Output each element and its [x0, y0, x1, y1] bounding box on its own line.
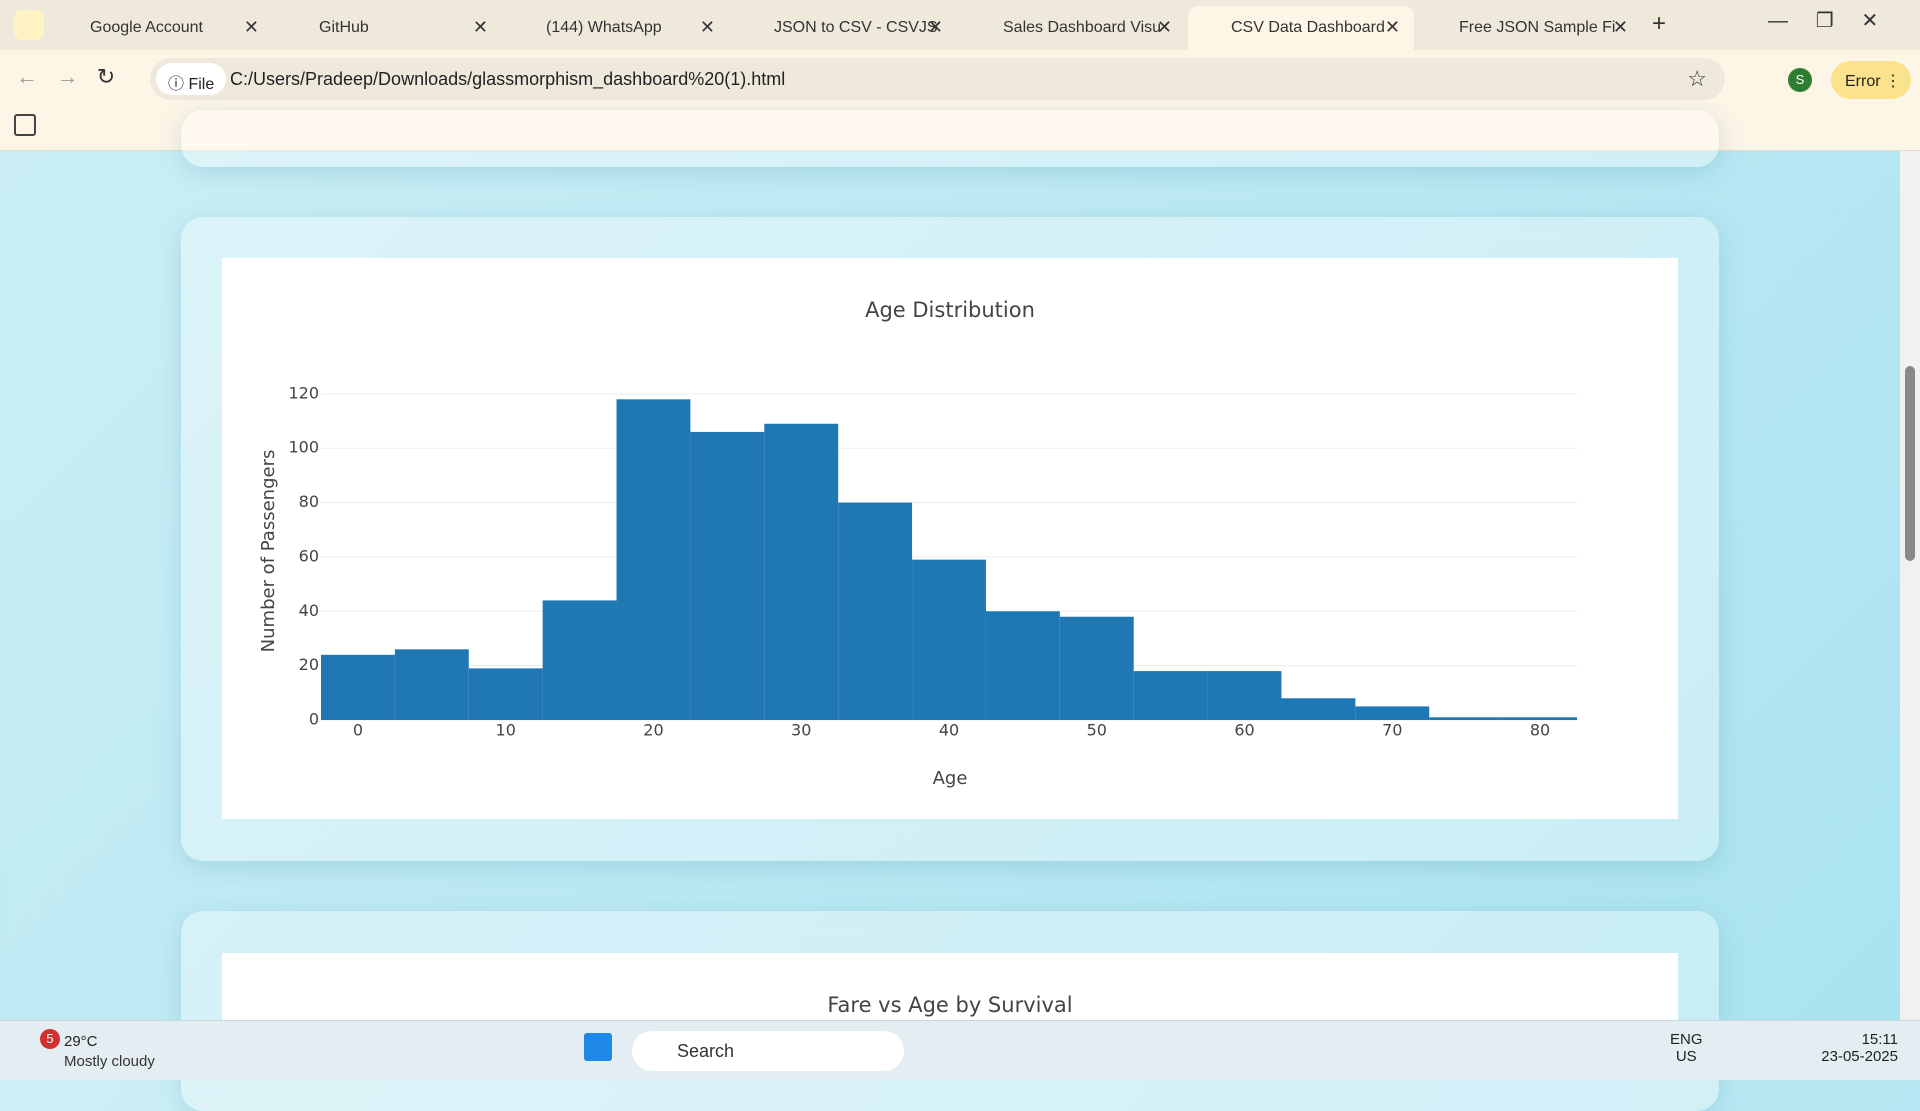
- tab-title: CSV Data Dashboard: [1231, 19, 1385, 36]
- search-box[interactable]: Search: [632, 1031, 904, 1071]
- bar: [1281, 698, 1356, 720]
- bar: [764, 423, 839, 720]
- profile[interactable]: S: [1788, 68, 1812, 92]
- bar: [838, 502, 913, 720]
- y-axis-title: Number of Passengers: [258, 450, 279, 653]
- search-label: Search: [677, 1041, 735, 1061]
- bar: [616, 399, 691, 720]
- page: Google Account ✕ GitHub ✕ (144) WhatsApp ✕ …: [0, 0, 1920, 1080]
- tab-title: (144) WhatsApp: [546, 19, 662, 36]
- y-tick-label: 0: [309, 710, 319, 729]
- tab-active[interactable]: CSV Data Dashboard ✕: [1188, 6, 1414, 50]
- x-tick-label: 80: [1530, 721, 1550, 740]
- bar: [542, 600, 617, 720]
- url: C:/Users/Pradeep/Downloads/glassmorphism…: [230, 69, 786, 89]
- scroll-thumb[interactable]: [1905, 366, 1915, 561]
- chart-title: Fare vs Age by Survival: [827, 993, 1073, 1017]
- bar: [1503, 717, 1577, 720]
- chart-title: Age Distribution: [865, 298, 1035, 322]
- x-tick-label: 10: [496, 721, 516, 740]
- bar: [690, 431, 765, 720]
- card: [181, 110, 1719, 167]
- tab-title: Free JSON Sample Fi: [1459, 19, 1616, 36]
- bar: [1059, 616, 1134, 720]
- tab[interactable]: Sales Dashboard Visu ✕: [1003, 17, 1172, 37]
- y-tick-label: 60: [299, 546, 319, 565]
- taskbar: 5 29°C Mostly cloudy Search ENG US 15:11 2…: [0, 1020, 1920, 1080]
- scrollbar[interactable]: [1900, 151, 1920, 1020]
- tab[interactable]: Free JSON Sample Fi ✕: [1459, 17, 1628, 37]
- status: Error: [1845, 73, 1881, 90]
- apps-icon[interactable]: [14, 114, 36, 136]
- time: 15:11: [1861, 1031, 1898, 1048]
- x-tick-label: 50: [1087, 721, 1107, 740]
- tab-search-button[interactable]: [14, 10, 44, 40]
- weather-badge: 5: [40, 1029, 60, 1049]
- x-tick-label: 60: [1234, 721, 1254, 740]
- x-tick-label: 30: [791, 721, 811, 740]
- chart: Age Distribution Age Number of Passenger…: [222, 258, 1678, 819]
- date: 23-05-2025: [1821, 1048, 1898, 1065]
- x-axis-title: Age: [933, 768, 968, 789]
- weather: Mostly cloudy: [64, 1053, 155, 1070]
- tab[interactable]: (144) WhatsApp ✕: [546, 17, 715, 37]
- bar: [468, 668, 543, 720]
- x-tick-label: 20: [643, 721, 663, 740]
- new-tab[interactable]: +: [1652, 10, 1667, 37]
- bar: [394, 649, 469, 720]
- language-code: ENG: [1670, 1031, 1703, 1048]
- site-info[interactable]: ⓘ File: [156, 63, 227, 95]
- start-button[interactable]: [584, 1033, 612, 1061]
- window-controls[interactable]: — ❐ ✕: [1768, 10, 1879, 32]
- bar: [1355, 706, 1430, 720]
- tab-title: Sales Dashboard Visu: [1003, 19, 1162, 36]
- scheme: File: [188, 76, 215, 93]
- tab[interactable]: Google Account ✕: [90, 17, 259, 37]
- tab-title: Google Account: [90, 19, 203, 36]
- address-bar[interactable]: ⓘ File C:/Users/Pradeep/Downloads/glassm…: [150, 58, 1725, 100]
- language[interactable]: ENG US: [1670, 1031, 1703, 1065]
- x-tick-label: 40: [939, 721, 959, 740]
- bar: [1133, 671, 1208, 720]
- tab-title: GitHub: [319, 19, 369, 36]
- region-code: US: [1675, 1048, 1697, 1065]
- y-tick-label: 80: [299, 492, 319, 511]
- bar: [912, 559, 986, 720]
- tab[interactable]: GitHub ✕: [319, 17, 488, 37]
- tab-title: JSON to CSV - CSVJS: [774, 19, 938, 36]
- tab-strip: Google Account ✕ GitHub ✕ (144) WhatsApp ✕ …: [0, 0, 1920, 50]
- bookmark-star[interactable]: ☆: [1687, 66, 1707, 91]
- bar: [1429, 717, 1504, 720]
- bar: [321, 654, 395, 720]
- error-button[interactable]: Error ⋮: [1831, 61, 1911, 99]
- bar: [1207, 671, 1282, 720]
- y-tick-label: 40: [299, 601, 319, 620]
- clock[interactable]: 15:11 23-05-2025: [1818, 1031, 1898, 1065]
- y-tick-label: 20: [299, 655, 319, 674]
- nav-buttons[interactable]: ← → ↻: [16, 64, 116, 89]
- y-tick-label: 120: [288, 383, 319, 402]
- tab[interactable]: JSON to CSV - CSVJS ✕: [774, 17, 943, 37]
- x-tick-label: 70: [1382, 721, 1402, 740]
- y-tick-label: 100: [288, 438, 319, 457]
- temperature: 29°C: [64, 1033, 98, 1050]
- x-tick-label: 0: [353, 721, 363, 740]
- bar: [985, 611, 1060, 720]
